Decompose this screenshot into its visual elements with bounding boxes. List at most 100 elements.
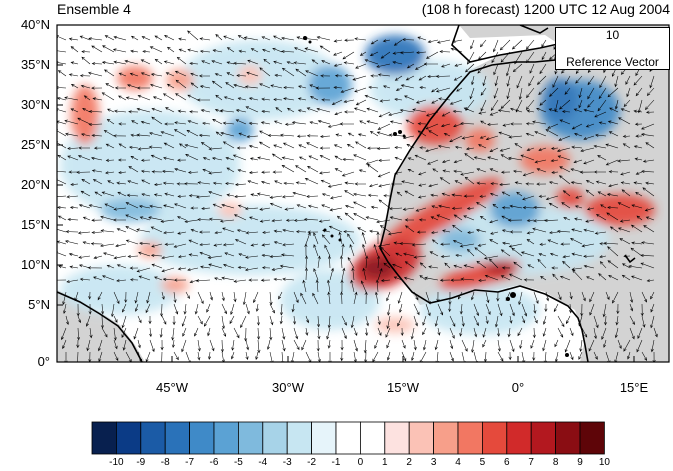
wind-vector [165,107,175,113]
wind-vector [293,218,307,222]
wind-vector [514,143,523,149]
wind-vector [199,85,211,89]
wind-vector [116,228,127,233]
wind-vector [297,109,307,113]
wind-vector [229,315,235,325]
colorbar-swatch [116,421,142,455]
wind-vector [126,84,139,89]
wind-vector [464,176,475,185]
wind-vector [343,61,355,65]
wind-vector [422,327,427,336]
wind-vector [548,108,559,113]
wind-vector [388,111,403,116]
wind-vector [425,303,431,317]
wind-vector [599,75,607,89]
wind-vector [480,99,487,112]
wind-vector [377,255,381,269]
wind-vector [327,183,343,188]
wind-vector [560,242,571,246]
wind-vector [572,269,583,281]
wind-vector [424,276,439,281]
wind-vector [226,167,235,173]
wind-vector [629,315,635,326]
wind-vector [394,97,403,102]
wind-vector [248,216,259,221]
wind-vector [197,339,201,352]
wind-vector [441,159,451,163]
wind-vector [489,219,499,224]
wind-vector [130,35,139,41]
wind-vector [267,133,283,138]
wind-vector [209,339,215,352]
wind-vector [353,213,367,221]
wind-vector [570,238,583,245]
wind-vector [378,111,391,118]
wind-vector [404,218,415,222]
wind-vector [137,94,151,101]
wind-vector [240,315,247,329]
wind-vector [233,61,247,65]
wind-vector [162,181,175,185]
wind-vector [178,143,187,149]
wind-vector [513,261,523,269]
wind-vector [542,315,547,325]
wind-vector [173,291,177,304]
wind-vector [199,49,211,53]
wind-vector [646,87,655,96]
wind-vector [562,255,571,259]
wind-vector [306,134,319,138]
wind-vector [341,327,347,340]
wind-vector [628,264,643,269]
wind-vector [68,252,79,257]
wind-vector [619,219,631,223]
wind-vector [336,215,343,221]
wind-vector [452,240,463,245]
wind-vector [397,315,403,327]
wind-vector [211,60,223,65]
wind-vector [407,169,415,173]
wind-vector [599,242,607,246]
wind-vector [414,63,427,70]
wind-vector [344,204,355,209]
wind-vector [418,183,427,187]
wind-vector [233,214,247,221]
wind-vector [645,142,655,149]
wind-vector [235,119,247,125]
wind-vector [182,327,187,337]
wind-vector [612,291,619,304]
wind-vector [69,265,79,269]
wind-vector [565,75,571,85]
wind-vector [199,243,211,247]
wind-vector [181,339,187,353]
wind-vector [395,252,403,257]
wind-vector [466,248,475,257]
wind-vector [608,275,619,281]
wind-vector [559,166,571,173]
colorbar-label: 4 [455,457,461,468]
wind-vector [490,182,499,186]
wind-vector [88,351,92,362]
wind-vector [188,194,199,198]
wind-vector [298,144,307,149]
wind-vector [129,72,139,77]
wind-vector [636,215,643,221]
wind-vector [487,156,499,161]
wind-vector [200,109,211,113]
wind-vector [583,254,595,258]
wind-vector [640,303,644,317]
wind-vector [642,159,655,163]
wind-vector [273,277,283,281]
wind-vector [563,217,571,221]
wind-vector [476,181,487,185]
wind-vector [414,154,427,161]
wind-vector [631,204,643,209]
wind-vector [341,315,347,326]
wind-vector [479,135,487,139]
wind-vector [449,327,455,339]
wind-vector [522,206,535,210]
wind-vector [237,97,247,101]
wind-vector [334,168,343,173]
wind-vector [399,242,415,246]
wind-vector [255,351,259,361]
wind-vector [522,195,535,201]
